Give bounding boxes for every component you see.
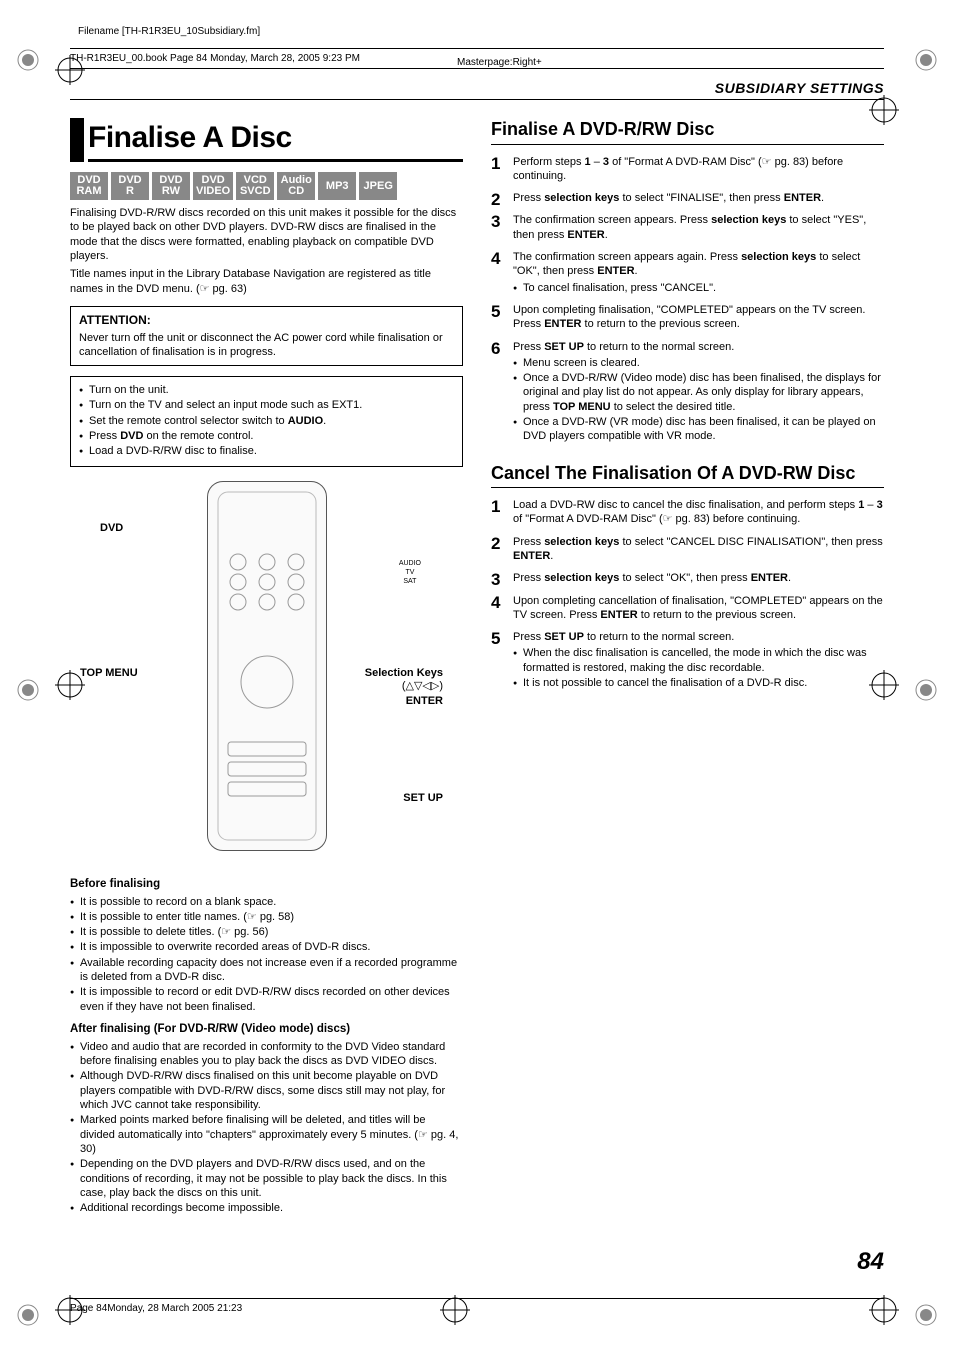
crop-mark-tl (8, 40, 48, 80)
remote-figure: DVD TOP MENU Selection Keys (△▽◁▷) ENTER… (70, 481, 463, 861)
s1-6-n1: Menu screen is cleared. (513, 356, 884, 370)
reg-mark-tl (55, 55, 85, 85)
s1-6-n2: Once a DVD-R/RW (Video mode) disc has be… (513, 371, 884, 414)
reg-mark-br (869, 1295, 899, 1325)
filename: Filename [TH-R1R3EU_10Subsidiary.fm] (78, 25, 884, 38)
h2-finalise-dvdrrw: Finalise A DVD-R/RW Disc (491, 118, 884, 144)
remote-outline (207, 481, 327, 851)
reg-mark-bl (55, 1295, 85, 1325)
prep-4: Press DVD on the remote control. (79, 429, 454, 443)
s2-5-n2: It is not possible to cancel the finalis… (513, 676, 884, 690)
s2-4: Upon completing cancellation of finalisa… (491, 594, 884, 623)
crop-mark-bl (8, 1295, 48, 1335)
label-dvd: DVD (100, 521, 123, 535)
intro-1: Finalising DVD-R/RW discs recorded on th… (70, 206, 463, 263)
s2-3: Press selection keys to select "OK", the… (491, 571, 884, 585)
s2-5: Press SET UP to return to the normal scr… (491, 630, 884, 690)
s1-5: Upon completing finalisation, "COMPLETED… (491, 303, 884, 332)
intro-2: Title names input in the Library Databas… (70, 267, 463, 296)
finalise-steps: Perform steps 1 – 3 of "Format A DVD-RAM… (491, 155, 884, 444)
before-3: It is possible to delete titles. (☞ pg. … (70, 925, 463, 939)
cancel-steps: Load a DVD-RW disc to cancel the disc fi… (491, 498, 884, 690)
format-badge: DVDRAM (70, 172, 108, 200)
s2-2: Press selection keys to select "CANCEL D… (491, 535, 884, 564)
s1-4-note: To cancel finalisation, press "CANCEL". (513, 281, 884, 295)
s2-5-n1: When the disc finalisation is cancelled,… (513, 646, 884, 675)
s1-2: Press selection keys to select "FINALISE… (491, 191, 884, 205)
attention-heading: ATTENTION: (79, 313, 454, 329)
prep-1: Turn on the unit. (79, 383, 454, 397)
before-5: Available recording capacity does not in… (70, 956, 463, 985)
reg-mark-bc (440, 1295, 470, 1325)
crop-mark-br (906, 1295, 946, 1335)
format-badge: DVDRW (152, 172, 190, 200)
h1-finalise-disc: Finalise A Disc (70, 118, 463, 162)
page-number: 84 (70, 1246, 884, 1277)
format-badge: VCDSVCD (236, 172, 274, 200)
label-selection-keys-sub: (△▽◁▷) (402, 679, 443, 693)
after-1: Video and audio that are recorded in con… (70, 1040, 463, 1069)
after-heading: After finalising (For DVD-R/RW (Video mo… (70, 1022, 463, 1037)
label-audio-sw: AUDIO TV SAT (399, 559, 421, 586)
s2-1: Load a DVD-RW disc to cancel the disc fi… (491, 498, 884, 527)
before-2: It is possible to enter title names. (☞ … (70, 910, 463, 924)
before-6: It is impossible to record or edit DVD-R… (70, 985, 463, 1014)
format-badges: DVDRAMDVDRDVDRWDVDVIDEOVCDSVCDAudioCDMP3… (70, 172, 463, 200)
prep-3: Set the remote control selector switch t… (79, 414, 454, 428)
after-3: Marked points marked before finalising w… (70, 1113, 463, 1156)
h2-cancel-finalisation: Cancel The Finalisation Of A DVD-RW Disc (491, 462, 884, 488)
s1-4: The confirmation screen appears again. P… (491, 250, 884, 295)
format-badge: AudioCD (277, 172, 315, 200)
attention-box: ATTENTION: Never turn off the unit or di… (70, 306, 463, 366)
prep-2: Turn on the TV and select an input mode … (79, 398, 454, 412)
left-column: Finalise A Disc DVDRAMDVDRDVDRWDVDVIDEOV… (70, 118, 463, 1216)
section-header: SUBSIDIARY SETTINGS (70, 79, 884, 100)
crop-mark-mr (906, 670, 946, 710)
format-badge: JPEG (359, 172, 397, 200)
after-5: Additional recordings become impossible. (70, 1201, 463, 1215)
s1-1: Perform steps 1 – 3 of "Format A DVD-RAM… (491, 155, 884, 184)
prep-box: Turn on the unit. Turn on the TV and sel… (70, 376, 463, 466)
format-badge: MP3 (318, 172, 356, 200)
label-enter: ENTER (406, 694, 443, 708)
before-list: It is possible to record on a blank spac… (70, 895, 463, 1014)
page-title: Finalise A Disc (88, 118, 463, 162)
crop-mark-tr (906, 40, 946, 80)
reg-mark-tr (869, 95, 899, 125)
right-column: Finalise A DVD-R/RW Disc Perform steps 1… (491, 118, 884, 1216)
masterpage: Masterpage:Right+ (457, 56, 884, 69)
format-badge: DVDVIDEO (193, 172, 233, 200)
s1-6-n3: Once a DVD-RW (VR mode) disc has been fi… (513, 415, 884, 444)
after-4: Depending on the DVD players and DVD-R/R… (70, 1157, 463, 1200)
crop-mark-ml (8, 670, 48, 710)
footer-line: Page 84Monday, 28 March 2005 21:23 (70, 1298, 884, 1315)
after-2: Although DVD-R/RW discs finalised on thi… (70, 1069, 463, 1112)
before-heading: Before finalising (70, 877, 463, 892)
s1-3: The confirmation screen appears. Press s… (491, 213, 884, 242)
label-topmenu: TOP MENU (80, 666, 138, 680)
after-list: Video and audio that are recorded in con… (70, 1040, 463, 1216)
before-4: It is impossible to overwrite recorded a… (70, 940, 463, 954)
attention-body: Never turn off the unit or disconnect th… (79, 331, 454, 360)
s1-6: Press SET UP to return to the normal scr… (491, 340, 884, 444)
remote-icon (208, 482, 326, 850)
header-left: TH-R1R3EU_00.book Page 84 Monday, March … (70, 52, 360, 65)
before-1: It is possible to record on a blank spac… (70, 895, 463, 909)
label-setup: SET UP (403, 791, 443, 805)
prep-5: Load a DVD-R/RW disc to finalise. (79, 444, 454, 458)
format-badge: DVDR (111, 172, 149, 200)
